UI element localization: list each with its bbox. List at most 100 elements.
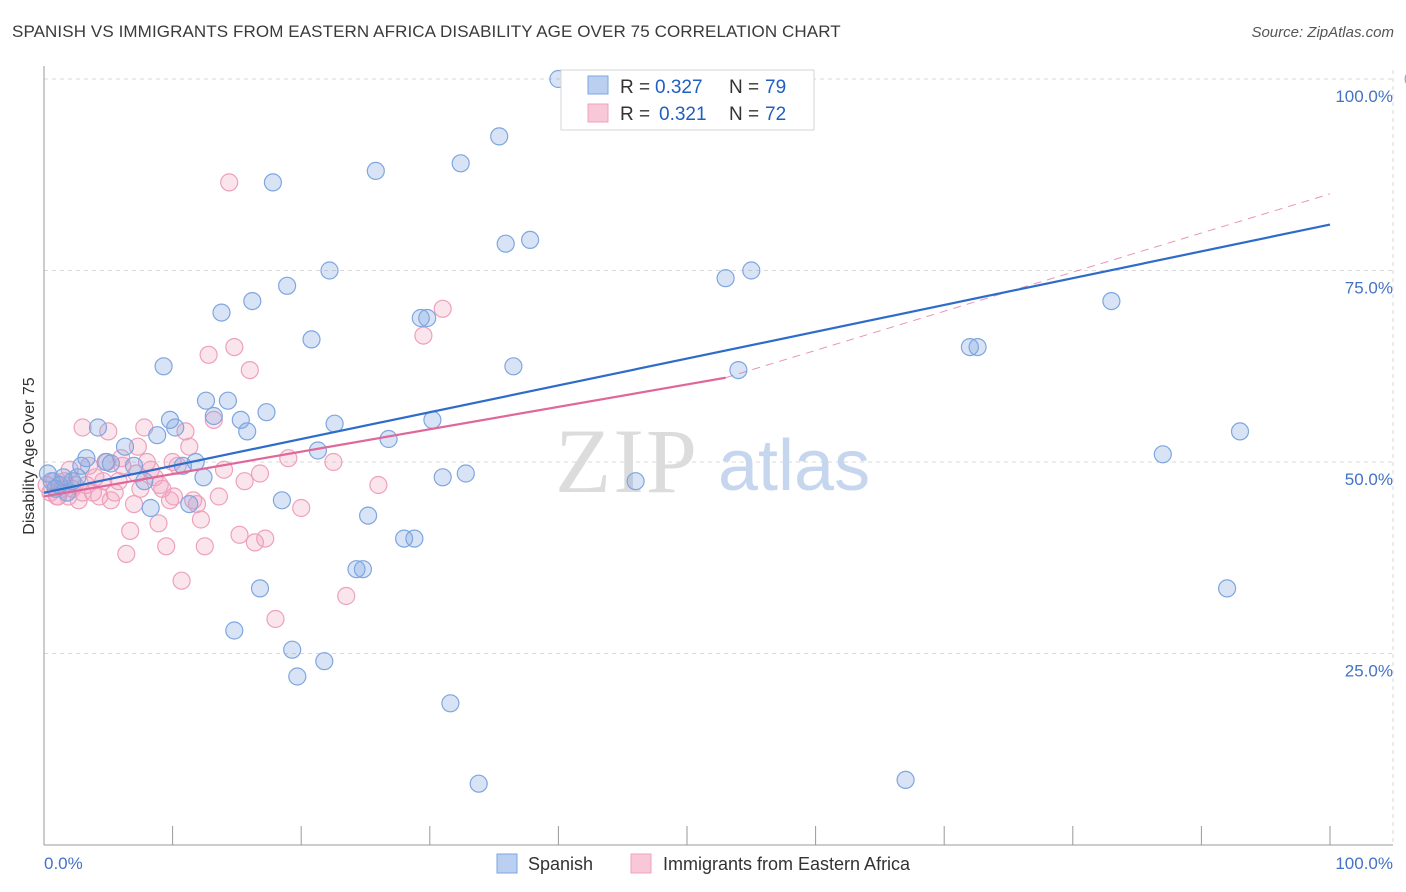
eastern-africa-point-50 xyxy=(230,525,249,544)
eastern-africa-point-49 xyxy=(225,338,244,357)
spanish-point-34 xyxy=(257,403,276,422)
spanish-point-4 xyxy=(54,468,73,487)
eastern-africa-point-52 xyxy=(240,361,259,380)
spanish-point-73 xyxy=(1153,445,1172,464)
eastern-africa-point-33 xyxy=(157,537,176,556)
eastern-africa-point-48 xyxy=(220,173,239,192)
eastern-africa-point-54 xyxy=(250,464,270,483)
trend-lines xyxy=(43,193,1331,498)
spanish-point-55 xyxy=(433,468,452,487)
spanish-point-52 xyxy=(411,308,430,328)
spanish-point-32 xyxy=(243,292,262,311)
spanish-point-71 xyxy=(968,338,987,357)
eastern-africa-point-38 xyxy=(176,422,195,441)
spanish-point-36 xyxy=(272,491,291,510)
chart-title: SPANISH VS IMMIGRANTS FROM EASTERN AFRIC… xyxy=(12,22,841,41)
spanish-point-33 xyxy=(250,579,270,598)
watermark-zip: ZIP xyxy=(555,410,699,512)
spanish-point-58 xyxy=(456,464,475,483)
spanish-point-48 xyxy=(366,161,385,180)
spanish-point-53 xyxy=(418,308,437,328)
eastern-africa-point-64 xyxy=(99,422,118,441)
spanish-point-17 xyxy=(148,426,167,445)
spanish-point-47 xyxy=(359,506,378,525)
eastern-africa-point-51 xyxy=(235,472,254,491)
spanish-point-60 xyxy=(490,127,509,146)
spanish-point-9 xyxy=(77,449,96,468)
eastern-africa-point-62 xyxy=(414,326,433,345)
eastern-africa-point-56 xyxy=(266,609,285,629)
bottom-legend-label-spanish: Spanish xyxy=(528,854,593,874)
y-tick-label-25: 25.0% xyxy=(1345,662,1393,681)
eastern-africa-point-42 xyxy=(191,510,210,529)
stats-legend: R = 0.327 N = 79 R = 0.321 N = 72 xyxy=(560,69,815,131)
spanish-point-25 xyxy=(196,391,216,410)
eastern-africa-point-53 xyxy=(245,533,264,552)
spanish-point-20 xyxy=(166,418,185,437)
spanish-point-15 xyxy=(135,472,154,491)
spanish-point-18 xyxy=(154,357,173,376)
watermark-atlas: atlas xyxy=(718,426,870,506)
eastern-africa-point-22 xyxy=(117,544,136,564)
eastern-africa-point-44 xyxy=(199,345,218,364)
spanish-point-35 xyxy=(263,173,282,192)
spanish-trend-line xyxy=(43,223,1331,494)
source-label: Source: ZipAtlas.com xyxy=(1251,24,1394,41)
spanish-point-69 xyxy=(896,770,915,790)
spanish-point-27 xyxy=(212,303,231,322)
y-tick-label-100: 100.0% xyxy=(1335,87,1393,106)
spanish-point-40 xyxy=(302,330,321,349)
spanish-point-30 xyxy=(231,410,250,429)
eastern-africa-point-66 xyxy=(60,460,79,479)
spanish-point-61 xyxy=(496,234,515,253)
spanish-point-68 xyxy=(742,261,761,280)
legend-swatch-spanish xyxy=(587,75,609,95)
eastern-africa-point-35 xyxy=(164,487,183,506)
eastern-africa-point-45 xyxy=(204,410,223,429)
eastern-africa-point-60 xyxy=(337,586,356,606)
eastern-africa-point-63 xyxy=(433,299,452,318)
spanish-point-67 xyxy=(729,361,748,380)
eastern-africa-point-39 xyxy=(180,437,199,456)
spanish-point-16 xyxy=(141,498,160,518)
spanish-point-22 xyxy=(180,495,199,514)
spanish-point-65 xyxy=(626,472,645,491)
spanish-point-10 xyxy=(88,418,108,437)
eastern-africa-point-24 xyxy=(124,495,144,514)
y-tick-label-50: 50.0% xyxy=(1345,470,1393,489)
spanish-point-63 xyxy=(520,230,540,249)
legend-n-value-eastern-africa: 72 xyxy=(765,104,786,125)
spanish-point-57 xyxy=(451,154,470,173)
spanish-point-62 xyxy=(504,357,523,376)
eastern-africa-point-65 xyxy=(73,418,92,437)
spanish-point-59 xyxy=(469,774,488,793)
eastern-africa-point-31 xyxy=(149,514,168,533)
spanish-point-38 xyxy=(283,640,302,659)
spanish-point-72 xyxy=(1102,292,1121,311)
spanish-point-31 xyxy=(238,422,257,441)
spanish-point-43 xyxy=(320,261,339,280)
watermark: ZIP atlas xyxy=(555,410,870,512)
spanish-point-56 xyxy=(441,694,460,713)
eastern-africa-point-46 xyxy=(209,487,228,506)
eastern-africa-point-23 xyxy=(121,521,140,541)
spanish-point-45 xyxy=(347,560,366,579)
legend-swatch-eastern-africa xyxy=(587,103,609,123)
y-tick-label-75: 75.0% xyxy=(1345,279,1393,298)
eastern-africa-point-43 xyxy=(195,537,214,556)
eastern-africa-point-55 xyxy=(256,529,275,548)
eastern-africa-point-58 xyxy=(292,498,311,518)
spanish-point-24 xyxy=(194,468,213,487)
x-tick-label-max: 100.0% xyxy=(1335,854,1393,873)
legend-r-label-spanish: R = xyxy=(620,77,650,98)
legend-n-value-spanish: 79 xyxy=(765,77,786,98)
spanish-point-74 xyxy=(1217,579,1237,598)
spanish-point-66 xyxy=(716,269,735,288)
legend-r-label-eastern-africa: R = xyxy=(620,104,650,125)
spanish-point-37 xyxy=(278,276,297,295)
spanish-point-51 xyxy=(405,529,424,548)
eastern-africa-point-71 xyxy=(128,437,147,456)
legend-n-label-eastern-africa: N = xyxy=(729,104,759,125)
legend-r-value-eastern-africa: 0.321 xyxy=(659,104,707,125)
